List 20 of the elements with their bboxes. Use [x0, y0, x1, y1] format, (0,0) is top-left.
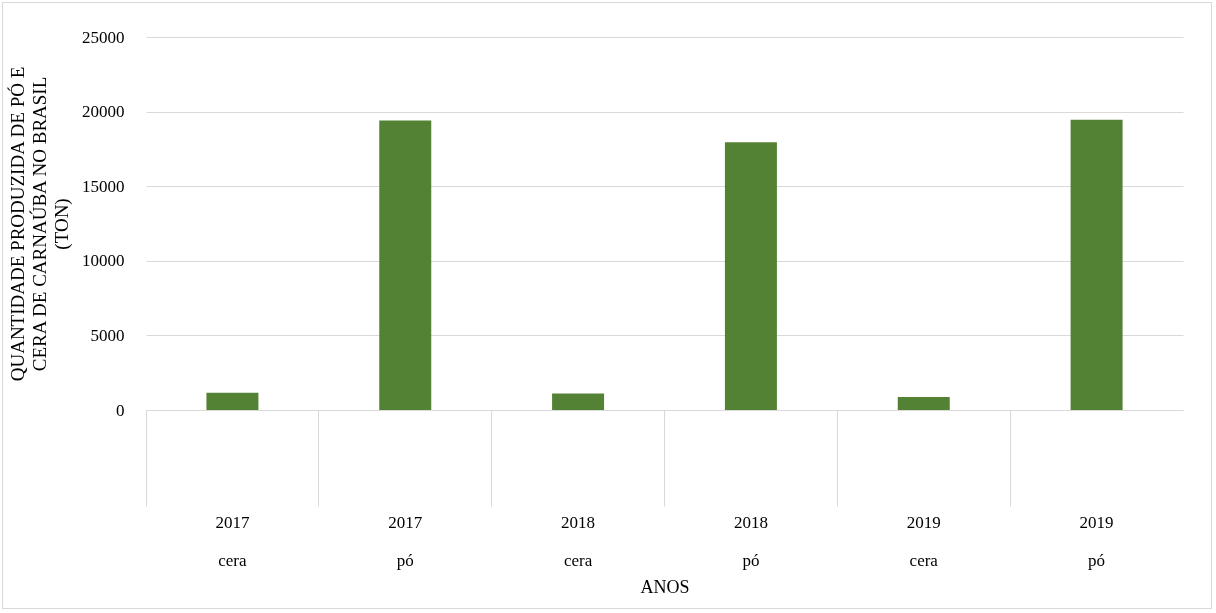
y-axis-title: QUANTIDADE PRODUZIDA DE PÓ E CERA DE CARNAÚBA NO BRASIL (TON)	[7, 66, 73, 382]
bar	[552, 393, 605, 410]
bar	[897, 397, 950, 410]
y-tick-label: 15000	[82, 176, 125, 196]
y-tick-label: 25000	[82, 27, 125, 47]
x-tick-label: 2017 pó	[388, 512, 423, 570]
x-axis-title: ANOS	[640, 576, 690, 597]
y-tick-label: 20000	[82, 102, 125, 122]
x-tick-label: 2017 cera	[215, 512, 250, 570]
y-tick-label: 10000	[82, 251, 125, 271]
bar	[379, 120, 432, 410]
x-tick-label: 2019 cera	[906, 512, 941, 570]
x-tick-label: 2019 pó	[1079, 512, 1114, 570]
x-tick-label: 2018 cera	[561, 512, 596, 570]
bar	[724, 142, 777, 410]
y-tick-label: 5000	[90, 325, 125, 345]
bar	[1070, 119, 1123, 410]
y-tick-label: 0	[116, 400, 125, 420]
bar	[206, 392, 259, 410]
x-tick-label: 2018 pó	[733, 512, 768, 570]
